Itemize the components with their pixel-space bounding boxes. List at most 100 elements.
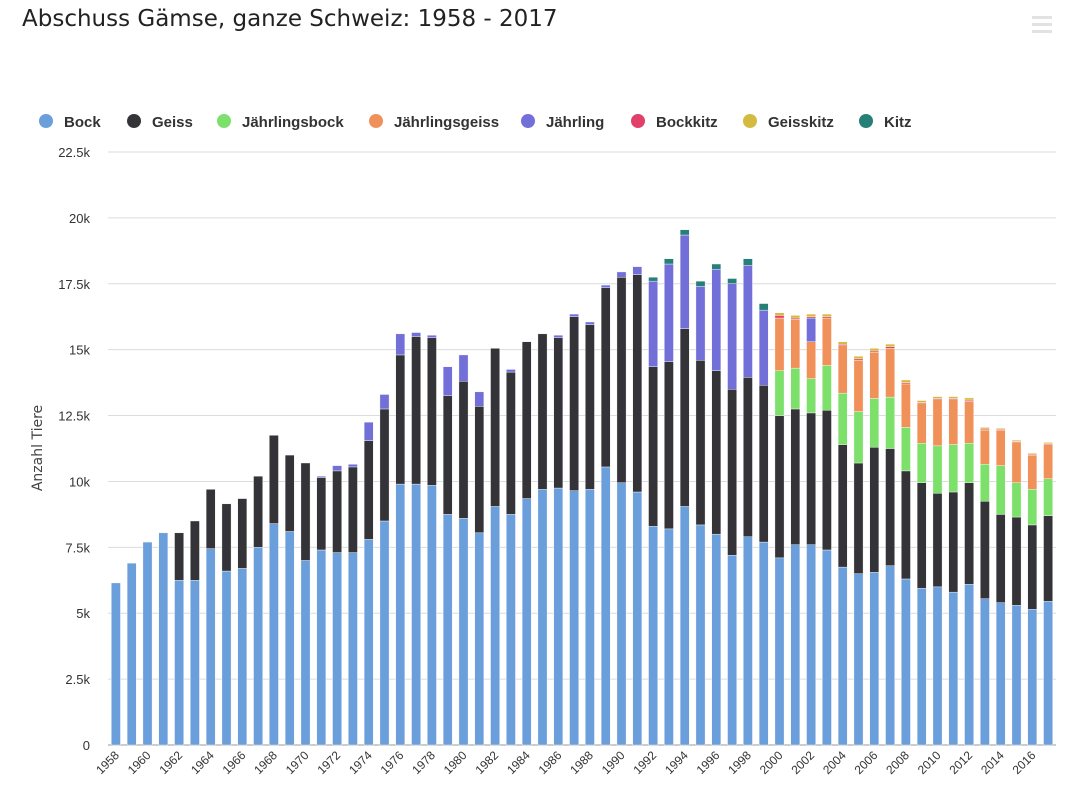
legend-item-jährling[interactable]: Jährling [521,114,604,131]
bar-segment-geisskitz[interactable] [948,396,959,399]
bar-segment-geiss[interactable] [616,276,627,483]
bar-segment-geiss[interactable] [964,482,974,585]
bar-segment-geiss[interactable] [569,316,579,491]
bar-segment-geisskitz[interactable] [837,341,848,345]
bar-segment-kitz[interactable] [727,278,737,284]
bar-segment-bock[interactable] [158,532,169,746]
bar-segment-jährling[interactable] [348,464,358,468]
bar-segment-jährlingsgeiss[interactable] [1011,441,1022,483]
bar-segment-jährling[interactable] [506,369,516,373]
bar-segment-geisskitz[interactable] [869,348,880,352]
bar-segment-bock[interactable] [300,560,311,746]
bar-segment-jährling[interactable] [600,284,611,288]
bar-segment-bock[interactable] [142,541,153,746]
bar-segment-bock[interactable] [284,531,295,746]
bar-segment-bock[interactable] [711,533,722,746]
bar-segment-jährling[interactable] [664,263,674,362]
bar-segment-geiss[interactable] [506,371,516,515]
legend-item-geiss[interactable]: Geiss [127,114,193,131]
bar-segment-geiss[interactable] [885,448,895,566]
bar-segment-bock[interactable] [1027,609,1038,746]
bar-segment-jährling[interactable] [332,465,342,472]
bar-segment-geiss[interactable] [237,498,248,569]
bar-segment-geiss[interactable] [585,324,595,490]
hamburger-menu-icon[interactable] [1032,16,1052,34]
bar-segment-bock[interactable] [758,541,769,746]
legend-item-kitz[interactable]: Kitz [859,114,912,131]
bar-segment-bock[interactable] [363,539,374,746]
bar-segment-jährlingsgeiss[interactable] [901,383,911,428]
bar-segment-geiss[interactable] [553,337,564,489]
bar-segment-bockkitz[interactable] [885,346,895,349]
bar-segment-bock[interactable] [253,547,263,746]
bar-segment-geiss[interactable] [300,462,311,561]
bar-segment-jährling[interactable] [648,280,658,367]
bar-segment-kitz[interactable] [743,258,753,266]
bar-segment-geiss[interactable] [174,532,184,581]
bar-segment-bock[interactable] [806,544,816,746]
bar-segment-jährlingsbock[interactable] [901,427,911,472]
bar-segment-jährling[interactable] [316,475,327,478]
bar-segment-geiss[interactable] [1043,515,1053,602]
bar-segment-jährling[interactable] [427,334,437,339]
bar-segment-geisskitz[interactable] [774,312,785,316]
bar-segment-jährlingsbock[interactable] [885,396,895,449]
bar-segment-kitz[interactable] [664,258,674,265]
bar-segment-bock[interactable] [616,482,627,746]
bar-segment-geisskitz[interactable] [822,313,832,317]
bar-segment-jährlingsgeiss[interactable] [885,348,895,398]
bar-segment-jährlingsbock[interactable] [790,367,801,410]
bar-segment-bock[interactable] [474,532,485,746]
bar-segment-bock[interactable] [395,483,406,746]
bar-segment-jährlingsbock[interactable] [964,443,974,483]
bar-segment-jährlingsbock[interactable] [1043,478,1053,516]
bar-segment-geisskitz[interactable] [964,397,974,401]
bar-segment-jährling[interactable] [695,286,706,361]
bar-segment-geiss[interactable] [348,466,358,553]
bar-segment-geisskitz[interactable] [885,343,895,347]
bar-segment-geisskitz[interactable] [1011,439,1022,442]
bar-segment-geiss[interactable] [363,440,374,540]
bar-segment-jährlingsgeiss[interactable] [995,429,1006,466]
bar-segment-bock[interactable] [316,549,327,746]
bar-segment-geiss[interactable] [758,385,769,543]
bar-segment-geiss[interactable] [822,410,832,551]
bar-segment-jährlingsbock[interactable] [869,398,880,448]
bar-segment-jährling[interactable] [569,313,579,317]
bar-segment-bock[interactable] [569,490,579,746]
bar-segment-geiss[interactable] [664,361,674,530]
bar-segment-bock[interactable] [442,514,453,746]
bar-segment-bock[interactable] [932,586,943,746]
bar-segment-bock[interactable] [537,489,548,746]
bar-segment-kitz[interactable] [679,229,690,236]
bar-segment-geiss[interactable] [695,360,706,526]
bar-segment-geisskitz[interactable] [806,313,816,317]
bar-segment-bock[interactable] [221,570,232,746]
bar-segment-geiss[interactable] [316,477,327,551]
bar-segment-jährling[interactable] [379,394,390,410]
bar-segment-geiss[interactable] [427,337,437,486]
bar-segment-bock[interactable] [632,491,643,746]
bar-segment-geisskitz[interactable] [980,427,990,430]
bar-segment-jährlingsgeiss[interactable] [806,341,816,379]
bar-segment-jährlingsgeiss[interactable] [948,399,959,445]
bar-segment-geiss[interactable] [1011,516,1022,606]
bar-segment-jährling[interactable] [458,354,469,382]
bar-segment-jährling[interactable] [679,234,690,329]
bar-segment-bock[interactable] [774,557,785,746]
bar-segment-bock[interactable] [869,572,880,746]
bar-segment-jährling[interactable] [395,333,406,356]
bar-segment-jährling[interactable] [553,334,564,339]
bar-segment-kitz[interactable] [648,276,658,282]
bar-segment-geiss[interactable] [743,377,753,537]
bar-segment-geiss[interactable] [727,389,737,556]
bar-segment-jährlingsbock[interactable] [932,445,943,494]
bar-segment-bock[interactable] [695,524,706,746]
bar-segment-geiss[interactable] [648,366,658,527]
bar-segment-jährling[interactable] [711,269,722,371]
bar-segment-geiss[interactable] [190,520,200,581]
legend-item-geisskitz[interactable]: Geisskitz [743,114,834,131]
bar-segment-geiss[interactable] [980,501,990,599]
bar-segment-jährlingsbock[interactable] [806,378,816,414]
bar-segment-jährling[interactable] [474,391,485,407]
